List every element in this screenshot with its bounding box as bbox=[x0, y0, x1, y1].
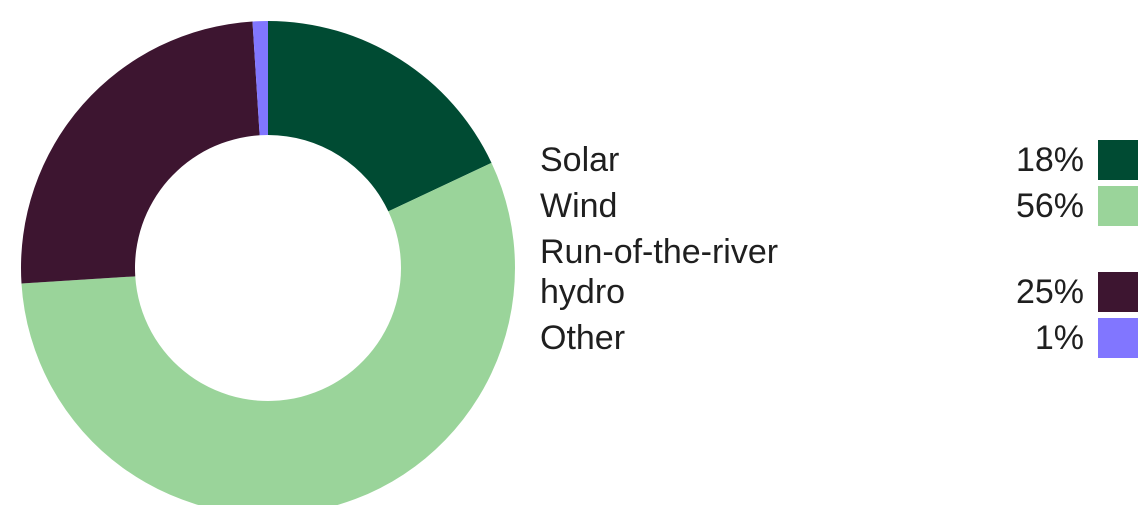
donut-plot bbox=[21, 21, 515, 505]
legend-value-other: 1% bbox=[1034, 319, 1084, 357]
legend-item-solar: Solar 18% bbox=[540, 140, 1138, 180]
slice-other bbox=[252, 21, 268, 136]
legend-label-wind: Wind bbox=[540, 187, 618, 225]
legend-swatch-solar bbox=[1098, 140, 1138, 180]
slice-solar bbox=[268, 21, 492, 212]
legend-swatch-other bbox=[1098, 318, 1138, 358]
legend-swatch-wind bbox=[1098, 186, 1138, 226]
slice-run-of-the-river-hydro bbox=[21, 21, 260, 284]
legend-item-wind: Wind 56% bbox=[540, 186, 1138, 226]
legend-value-wind: 56% bbox=[1015, 187, 1084, 225]
legend-item-other: Other 1% bbox=[540, 318, 1138, 358]
legend-label-other: Other bbox=[540, 319, 626, 357]
legend-label-solar: Solar bbox=[540, 141, 620, 179]
legend-swatch-run-of-the-river-hydro bbox=[1098, 272, 1138, 312]
legend-label-run-of-the-river-hydro: Run-of-the-river hydro bbox=[540, 233, 779, 311]
slice-wind bbox=[21, 162, 515, 505]
legend-value-solar: 18% bbox=[1015, 141, 1084, 179]
legend-item-run-of-the-river-hydro: Run-of-the-river hydro 25% bbox=[540, 232, 1138, 312]
legend: Solar 18% Wind 56% Run-of-the-river hydr… bbox=[540, 140, 1138, 364]
legend-value-run-of-the-river-hydro: 25% bbox=[1015, 273, 1084, 311]
